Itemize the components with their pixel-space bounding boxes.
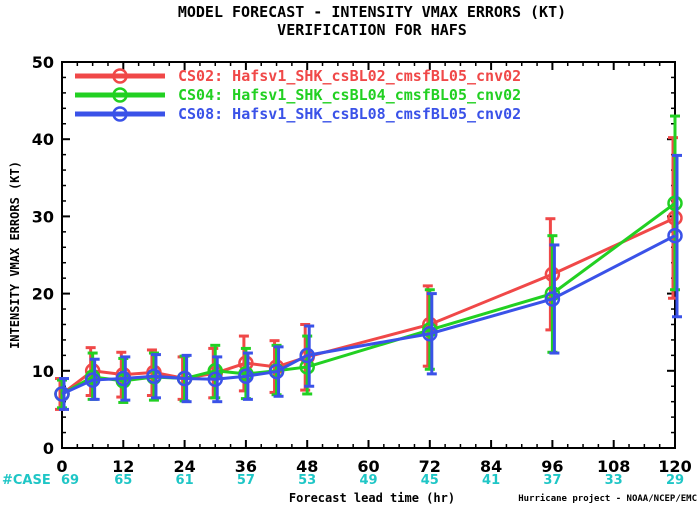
data-point bbox=[176, 370, 193, 387]
y-tick-label: 10 bbox=[32, 362, 54, 381]
x-tick-label: 72 bbox=[419, 457, 441, 476]
series-2 bbox=[54, 114, 683, 410]
y-axis-label: INTENSITY VMAX ERRORS (KT) bbox=[8, 161, 22, 349]
case-count: 29 bbox=[666, 473, 684, 488]
series-line bbox=[61, 234, 676, 396]
case-count: 65 bbox=[114, 473, 132, 488]
case-count: 53 bbox=[298, 473, 316, 488]
x-tick-label: 48 bbox=[296, 457, 318, 476]
data-point bbox=[207, 371, 223, 388]
data-point bbox=[299, 359, 315, 375]
y-tick-label: 0 bbox=[43, 439, 54, 458]
case-count: 33 bbox=[605, 473, 623, 488]
plot-area: 0 10 20 30 40 50 0 12 24 36 48 60 72 84 96 108 120 CS02: … bbox=[32, 53, 692, 488]
data-point bbox=[238, 368, 254, 384]
case-count: 41 bbox=[482, 473, 500, 488]
x-axis-label: Forecast lead time (hr) bbox=[289, 491, 455, 505]
legend-label: CS04: Hafsv1_SHK_csBL04_cmsfBL05_cnv02 bbox=[178, 86, 521, 104]
x-tick-label: 84 bbox=[480, 457, 502, 476]
x-tick-label: 120 bbox=[658, 457, 691, 476]
series-3 bbox=[54, 153, 683, 411]
data-point bbox=[84, 372, 101, 388]
chart-subtitle: VERIFICATION FOR HAFS bbox=[277, 21, 467, 39]
x-tick-label: 12 bbox=[112, 457, 134, 476]
case-count: 49 bbox=[359, 473, 377, 488]
case-count: 57 bbox=[237, 473, 255, 488]
legend-swatch-marker bbox=[112, 106, 128, 122]
x-tick-label: 60 bbox=[357, 457, 379, 476]
credit-text: Hurricane project - NOAA/NCEP/EMC bbox=[518, 493, 697, 504]
y-tick-label: 50 bbox=[32, 53, 54, 72]
case-count: 45 bbox=[421, 473, 439, 488]
y-tick-label: 40 bbox=[32, 130, 54, 149]
legend-label: CS08: Hafsv1_SHK_csBL08_cmsfBL05_cnv02 bbox=[178, 105, 521, 123]
x-tick-label: 108 bbox=[597, 457, 630, 476]
data-point bbox=[667, 195, 683, 212]
x-tick-label: 36 bbox=[235, 457, 257, 476]
data-point bbox=[207, 363, 223, 379]
legend-swatch-marker bbox=[112, 68, 128, 84]
data-point bbox=[299, 347, 315, 364]
data-point bbox=[115, 370, 132, 387]
data-point bbox=[667, 227, 683, 244]
y-tick-label: 30 bbox=[32, 207, 54, 226]
x-tick-label: 0 bbox=[56, 457, 67, 476]
case-label: #CASE bbox=[2, 473, 51, 488]
data-point bbox=[544, 291, 561, 307]
x-tick-label: 24 bbox=[173, 457, 195, 476]
data-point bbox=[268, 363, 285, 380]
data-point bbox=[54, 386, 70, 402]
case-count: 61 bbox=[176, 473, 194, 488]
data-point bbox=[422, 325, 438, 342]
x-tick-label: 96 bbox=[541, 457, 563, 476]
legend-swatch-marker bbox=[112, 87, 128, 103]
case-count: 69 bbox=[61, 473, 79, 488]
series-1 bbox=[54, 136, 683, 411]
y-tick-label: 20 bbox=[32, 285, 54, 304]
chart-title: MODEL FORECAST - INTENSITY VMAX ERRORS (… bbox=[178, 3, 566, 21]
legend-label: CS02: Hafsv1_SHK_csBL02_cmsfBL05_cnv02 bbox=[178, 67, 521, 85]
case-count: 37 bbox=[543, 473, 561, 488]
data-point bbox=[146, 368, 162, 384]
